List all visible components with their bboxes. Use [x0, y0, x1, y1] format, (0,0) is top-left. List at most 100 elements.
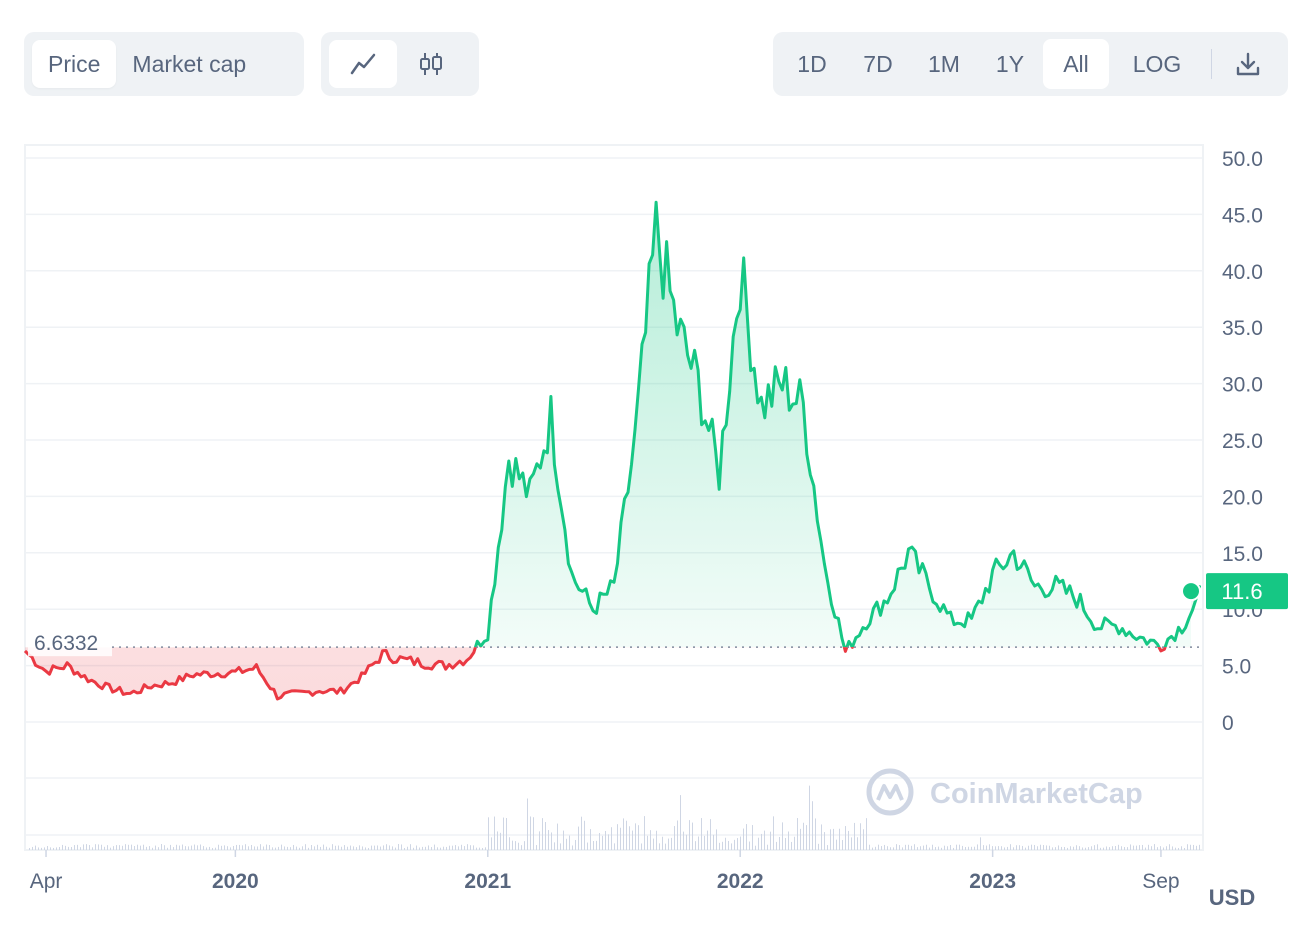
- volume-bar: [215, 847, 216, 850]
- line-chart-button[interactable]: [329, 40, 397, 88]
- volume-bar: [1028, 845, 1029, 850]
- volume-bar: [791, 841, 792, 850]
- volume-bar: [146, 846, 147, 850]
- volume-bar: [53, 847, 54, 850]
- volume-bar: [212, 847, 213, 850]
- volume-bar: [449, 845, 450, 850]
- volume-bar: [296, 846, 297, 850]
- volume-bar: [461, 844, 462, 850]
- volume-bar: [1070, 846, 1071, 850]
- volume-bar: [1067, 847, 1068, 850]
- volume-bar: [707, 830, 708, 850]
- volume-bar: [266, 844, 267, 850]
- volume-bar: [494, 816, 495, 850]
- volume-bar: [371, 845, 372, 850]
- volume-bar: [119, 845, 120, 850]
- volume-bar: [425, 846, 426, 850]
- volume-bar: [983, 845, 984, 850]
- market-cap-tab[interactable]: Market cap: [132, 50, 247, 77]
- volume-bar: [1190, 844, 1191, 850]
- volume-bar: [914, 844, 915, 850]
- volume-bar: [257, 846, 258, 850]
- volume-bar: [656, 830, 657, 850]
- volume-bar: [56, 847, 57, 850]
- baseline-label-bg: [28, 632, 112, 657]
- chart-grid: [24, 144, 1204, 851]
- volume-bar: [836, 839, 837, 850]
- range-7d-button[interactable]: 7D: [863, 50, 893, 77]
- volume-bar: [509, 837, 510, 850]
- volume-bar: [236, 844, 237, 850]
- volume-bar: [179, 845, 180, 850]
- volume-bar: [176, 844, 177, 850]
- range-1m-button[interactable]: 1M: [928, 50, 960, 77]
- volume-bar: [386, 844, 387, 850]
- volume-bar: [251, 844, 252, 850]
- volume-bar: [941, 847, 942, 850]
- range-1d-button[interactable]: 1D: [797, 50, 827, 77]
- volume-bar: [1040, 844, 1041, 850]
- volume-bar: [98, 844, 99, 850]
- volume-bar: [140, 845, 141, 850]
- download-button[interactable]: [1226, 40, 1270, 88]
- volume-bar: [824, 832, 825, 850]
- x-tick-label: 2023: [969, 870, 1016, 893]
- volume-bar: [818, 843, 819, 850]
- volume-bar: [980, 837, 981, 850]
- volume-bar: [1100, 847, 1101, 850]
- volume-bar: [1034, 844, 1035, 850]
- volume-bar: [761, 833, 762, 850]
- volume-bar: [125, 844, 126, 850]
- current-price-dot: [1181, 581, 1201, 602]
- volume-bar: [932, 844, 933, 850]
- volume-bar: [194, 844, 195, 850]
- volume-bar: [845, 826, 846, 850]
- volume-bar: [1199, 844, 1200, 850]
- volume-bar: [278, 846, 279, 850]
- volume-bar: [1046, 845, 1047, 850]
- log-scale-button[interactable]: LOG: [1132, 50, 1182, 77]
- volume-bar: [830, 829, 831, 850]
- range-all-button[interactable]: All: [1043, 39, 1109, 89]
- volume-bar: [299, 847, 300, 850]
- volume-bar: [872, 847, 873, 850]
- y-tick-label: 25.0: [1222, 430, 1263, 453]
- volume-bar: [389, 845, 390, 850]
- download-icon: [1236, 52, 1260, 76]
- range-1y-button[interactable]: 1Y: [995, 50, 1025, 77]
- volume-bar: [497, 831, 498, 850]
- volume-bar: [575, 839, 576, 850]
- volume-bar: [599, 832, 600, 850]
- volume-bar: [728, 840, 729, 850]
- volume-bar: [1055, 847, 1056, 850]
- volume-bar: [488, 817, 489, 850]
- volume-bar: [440, 847, 441, 850]
- volume-bar: [467, 844, 468, 850]
- volume-bar: [725, 837, 726, 850]
- volume-bar: [620, 827, 621, 850]
- volume-bar: [1139, 845, 1140, 850]
- volume-bar: [374, 845, 375, 850]
- volume-bars: [29, 785, 1200, 850]
- volume-bar: [776, 841, 777, 850]
- volume-bar: [410, 844, 411, 850]
- volume-bar: [506, 818, 507, 850]
- volume-bar: [545, 822, 546, 850]
- volume-bar: [500, 832, 501, 850]
- volume-bar: [443, 846, 444, 850]
- volume-bar: [50, 847, 51, 850]
- volume-bar: [260, 844, 261, 850]
- price-tab[interactable]: Price: [32, 40, 117, 88]
- volume-bar: [572, 845, 573, 850]
- volume-bar: [908, 844, 909, 850]
- currency-label: USD: [1209, 885, 1255, 910]
- y-tick-label: 30.0: [1222, 374, 1263, 397]
- volume-bar: [527, 798, 528, 850]
- volume-bar: [686, 834, 687, 850]
- candlestick-button[interactable]: [397, 40, 465, 88]
- volume-bar: [230, 847, 231, 850]
- volume-bar: [317, 844, 318, 850]
- volume-bar: [1094, 845, 1095, 850]
- volume-bar: [155, 845, 156, 850]
